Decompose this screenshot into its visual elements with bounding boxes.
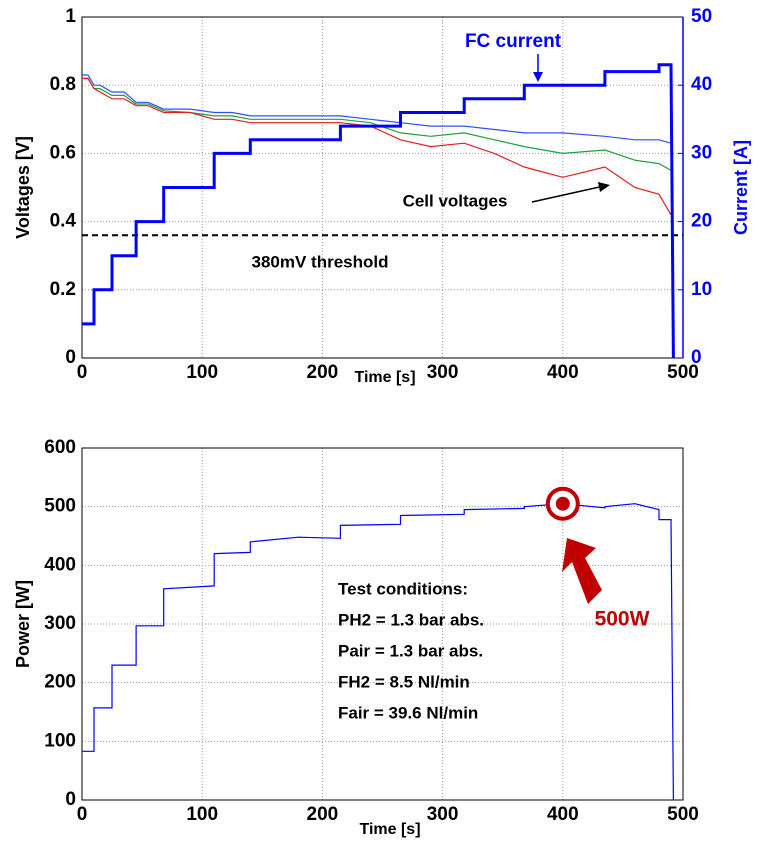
y-tick-label: 0.2 — [50, 279, 76, 300]
y-tick-label: 0.6 — [50, 142, 76, 163]
series-line — [82, 74, 672, 144]
y2-tick-label: 50 — [691, 6, 712, 27]
arrow-head — [533, 72, 543, 82]
y2-tick-label: 10 — [691, 279, 712, 300]
x-tick-label: 400 — [547, 804, 579, 825]
x-tick-label: 100 — [186, 804, 218, 825]
series-line — [82, 77, 672, 171]
highlight-dot — [555, 496, 570, 511]
annotation: FC current — [465, 31, 562, 52]
x-tick-label: 200 — [307, 362, 339, 383]
y-tick-label: 0.8 — [50, 74, 76, 95]
x-tick-label: 400 — [547, 362, 579, 383]
highlight-arrow — [562, 538, 602, 604]
x-tick-label: 200 — [307, 804, 339, 825]
y-tick-label: 0.4 — [50, 211, 77, 232]
annotation: PH2 = 1.3 bar abs. — [338, 610, 484, 629]
annotation: Fair = 39.6 Nl/min — [338, 703, 478, 722]
arrow-head — [598, 182, 610, 192]
x-tick-label: 0 — [77, 804, 88, 825]
x-tick-label: 300 — [427, 362, 459, 383]
annotation-arrow — [531, 185, 605, 203]
annotation: Pair = 1.3 bar abs. — [338, 641, 483, 660]
highlight-label: 500W — [595, 608, 650, 631]
y-tick-label: 0 — [65, 347, 76, 368]
y-tick-label: 100 — [44, 730, 76, 751]
y-tick-label: 600 — [44, 437, 76, 458]
y-axis-label: Voltages [V] — [13, 136, 33, 239]
x-tick-label: 100 — [186, 362, 218, 383]
y2-axis-label: Current [A] — [731, 140, 751, 235]
x-tick-label: 0 — [77, 362, 88, 383]
annotation: FH2 = 8.5 Nl/min — [338, 672, 470, 691]
y-tick-label: 1 — [65, 6, 76, 27]
x-axis-label: Time [s] — [354, 369, 415, 386]
x-tick-label: 500 — [667, 362, 699, 383]
y2-tick-label: 30 — [691, 142, 712, 163]
series-line — [82, 503, 674, 801]
y-tick-label: 300 — [44, 613, 76, 634]
annotation: Cell voltages — [403, 191, 508, 210]
y-axis-label: Power [W] — [13, 580, 33, 668]
y-tick-label: 0 — [65, 789, 76, 810]
x-tick-label: 500 — [667, 804, 699, 825]
y2-tick-label: 40 — [691, 74, 712, 95]
y2-tick-label: 20 — [691, 211, 712, 232]
y2-tick-label: 0 — [691, 347, 702, 368]
plot-frame — [81, 447, 684, 801]
series-line — [82, 63, 675, 359]
x-tick-label: 300 — [427, 804, 459, 825]
series-line — [82, 77, 672, 216]
annotation: Test conditions: — [338, 579, 468, 598]
y-tick-label: 400 — [44, 554, 76, 575]
y-tick-label: 200 — [44, 672, 76, 693]
y-tick-label: 500 — [44, 496, 76, 517]
x-axis-label: Time [s] — [359, 821, 420, 838]
threshold-label: 380mV threshold — [252, 252, 389, 271]
